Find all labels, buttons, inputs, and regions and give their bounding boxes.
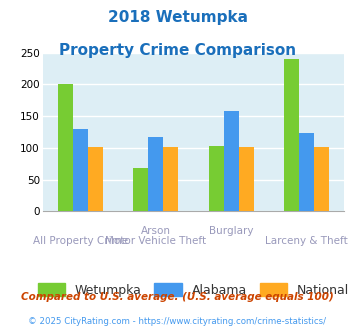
Bar [163,147,178,211]
Bar [208,146,224,211]
Text: 2018 Wetumpka: 2018 Wetumpka [108,10,247,25]
Text: © 2025 CityRating.com - https://www.cityrating.com/crime-statistics/: © 2025 CityRating.com - https://www.city… [28,317,327,326]
Text: Burglary: Burglary [209,226,253,236]
Bar [314,147,329,211]
Text: Property Crime Comparison: Property Crime Comparison [59,43,296,58]
Text: All Property Crime: All Property Crime [33,236,128,246]
Bar [284,59,299,211]
Text: Compared to U.S. average. (U.S. average equals 100): Compared to U.S. average. (U.S. average … [21,292,334,302]
Bar [224,111,239,211]
Legend: Wetumpka, Alabama, National: Wetumpka, Alabama, National [33,278,354,302]
Text: Arson: Arson [141,226,171,236]
Bar [148,137,163,211]
Bar [299,133,314,211]
Bar [58,84,73,211]
Text: Larceny & Theft: Larceny & Theft [265,236,348,246]
Text: Motor Vehicle Theft: Motor Vehicle Theft [105,236,206,246]
Bar [133,168,148,211]
Bar [73,129,88,211]
Bar [239,147,254,211]
Bar [88,147,103,211]
